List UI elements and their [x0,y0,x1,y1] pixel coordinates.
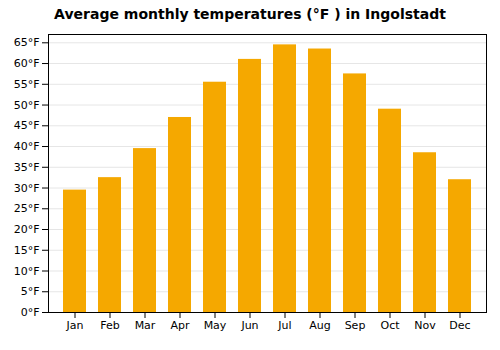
svg-text:15°F: 15°F [14,244,40,257]
svg-text:35°F: 35°F [14,161,40,174]
svg-text:10°F: 10°F [14,265,40,278]
svg-text:65°F: 65°F [14,36,40,49]
svg-text:45°F: 45°F [14,119,40,132]
svg-text:55°F: 55°F [14,78,40,91]
svg-text:Aug: Aug [309,319,330,332]
svg-text:0°F: 0°F [21,306,40,319]
svg-text:60°F: 60°F [14,57,40,70]
svg-text:25°F: 25°F [14,202,40,215]
svg-text:5°F: 5°F [21,285,40,298]
svg-text:Sep: Sep [345,319,366,332]
svg-text:Jun: Jun [240,319,258,332]
svg-text:50°F: 50°F [14,99,40,112]
svg-text:Jul: Jul [277,319,291,332]
svg-text:20°F: 20°F [14,223,40,236]
svg-text:Oct: Oct [380,319,400,332]
svg-text:40°F: 40°F [14,140,40,153]
html-text:Average monthly temperatures (: Average monthly temperatures (°F ) in In… [54,6,446,22]
svg-text:Dec: Dec [449,319,470,332]
svg-text:Mar: Mar [135,319,156,332]
svg-text:Apr: Apr [170,319,190,332]
svg-text:Nov: Nov [414,319,436,332]
svg-text:Jan: Jan [66,319,84,332]
svg-text:May: May [204,319,227,332]
svg-text:30°F: 30°F [14,182,40,195]
svg-text:Feb: Feb [100,319,119,332]
